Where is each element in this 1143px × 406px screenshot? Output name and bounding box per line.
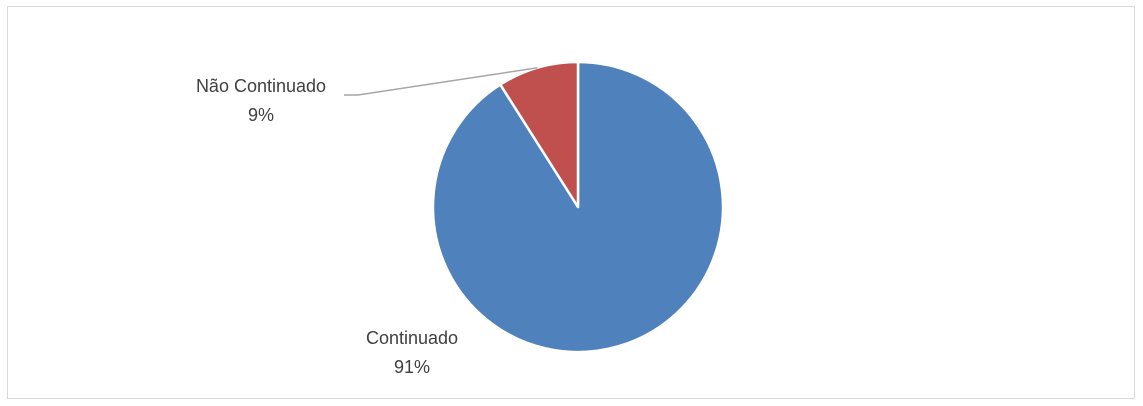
leader-line	[344, 67, 538, 96]
label-nao-continuado-name: Não Continuado	[196, 76, 326, 96]
label-continuado-value: 91%	[394, 357, 430, 377]
leader-lines	[344, 67, 538, 96]
pie-slices	[431, 60, 725, 354]
label-nao-continuado-value: 9%	[248, 105, 274, 125]
slice-nao-continuado	[499, 60, 580, 209]
label-continuado-name: Continuado	[366, 328, 458, 348]
